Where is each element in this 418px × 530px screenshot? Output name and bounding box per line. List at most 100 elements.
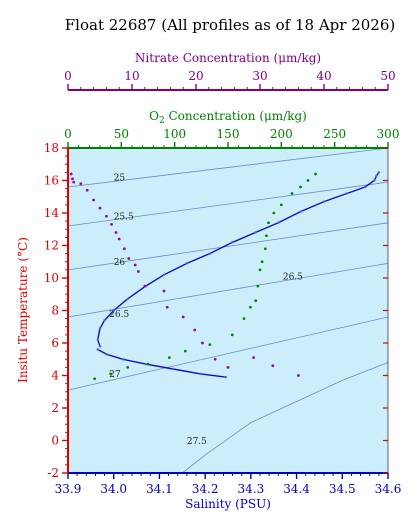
salinity-point — [208, 252, 211, 255]
nitrate-point — [117, 237, 121, 241]
temperature-axis-label: Insitu Temperature (°C) — [16, 237, 30, 383]
salinity-point — [96, 348, 99, 351]
temperature-tick-label: 16 — [44, 174, 59, 188]
salinity-tick-label: 34.0 — [100, 482, 127, 496]
salinity-tick-label: 34.2 — [192, 482, 219, 496]
oxygen-point — [258, 268, 262, 272]
temperature-tick-label: 8 — [51, 304, 59, 318]
oxygen-point — [249, 305, 252, 309]
nitrate-point — [143, 284, 147, 288]
salinity-tick-label: 34.5 — [329, 482, 356, 496]
temperature-tick-label: 4 — [51, 369, 59, 383]
isopycnal-label: 25.5 — [114, 213, 134, 223]
oxygen-point — [126, 365, 130, 369]
oxygen-point — [230, 333, 234, 337]
nitrate-point — [133, 263, 137, 267]
oxygen-tick-label: 200 — [270, 127, 293, 141]
oxygen-point — [267, 221, 270, 225]
isopycnal-label: 27.5 — [187, 437, 207, 447]
nitrate-point — [297, 374, 300, 377]
nitrate-tick-label: 10 — [124, 69, 139, 83]
salinity-point — [277, 221, 280, 224]
salinity-point — [96, 338, 99, 341]
nitrate-point — [226, 365, 230, 369]
temperature-tick-label: 14 — [44, 206, 60, 220]
salinity-point — [345, 192, 349, 195]
nitrate-point — [114, 231, 118, 234]
isopycnal-line — [68, 222, 388, 271]
temperature-tick-label: 18 — [44, 141, 59, 155]
salinity-point — [199, 372, 202, 376]
isopycnal-label: 27 — [109, 370, 121, 380]
nitrate-point — [127, 257, 131, 260]
nitrate-point — [201, 341, 204, 345]
oxygen-tick-label: 100 — [163, 127, 186, 141]
isopycnal-line — [182, 362, 388, 473]
salinity-axis-label: Salinity (PSU) — [185, 497, 271, 511]
salinity-point — [103, 319, 106, 322]
temperature-tick-label: -2 — [47, 466, 59, 480]
salinity-profile-line — [96, 171, 380, 347]
salinity-point — [375, 174, 378, 177]
oxygen-point — [146, 362, 150, 366]
salinity-point — [98, 327, 102, 330]
oxygen-point — [93, 377, 97, 381]
oxygen-point — [242, 317, 246, 321]
nitrate-point — [193, 328, 197, 332]
temperature-axis: -2 0 2 4 6 8 10 12 14 16 18 Insitu Temperature (°C… — [16, 141, 69, 480]
salinity-point — [171, 367, 175, 371]
salinity-tick-label: 34.6 — [375, 482, 402, 496]
isopycnal-labels: 25 25.5 26 26.5 26.5 27 27.5 — [109, 174, 303, 447]
nitrate-axis-label: Nitrate Concentration (μm/kg) — [135, 51, 321, 65]
oxygen-point — [272, 211, 276, 215]
nitrate-point — [181, 315, 185, 319]
salinity-point — [254, 231, 257, 234]
salinity-point — [231, 241, 234, 244]
oxygen-point — [314, 172, 317, 176]
nitrate-tick-label: 0 — [64, 69, 72, 83]
temperature-tick-label: 0 — [51, 434, 59, 448]
oxygen-axis: 0 50 100 150 200 250 300 O2 Concentration (μm/… — [64, 109, 400, 149]
isopycnal-label: 26.5 — [109, 310, 129, 320]
oxygen-point — [254, 299, 258, 303]
salinity-point — [299, 210, 303, 213]
oxygen-point — [265, 234, 268, 238]
nitrate-point — [71, 177, 74, 181]
salinity-point — [322, 200, 326, 203]
isopycnal-line — [68, 263, 388, 318]
nitrate-tick-label: 50 — [380, 69, 395, 83]
isopycnal-label: 26 — [114, 258, 126, 268]
oxygen-tick-label: 300 — [377, 127, 400, 141]
salinity-point — [126, 297, 129, 301]
salinity-tick-label: 33.9 — [55, 482, 82, 496]
salinity-point — [162, 273, 166, 276]
oxygen-point — [167, 356, 171, 360]
isopycnal-line — [68, 148, 388, 188]
salinity-point — [144, 362, 147, 366]
oxygen-point — [183, 349, 187, 353]
oxygen-point — [290, 192, 294, 195]
isopycnal-line — [68, 181, 388, 227]
nitrate-point — [137, 270, 140, 273]
nitrate-point — [122, 247, 126, 251]
salinity-point — [363, 185, 367, 189]
oxygen-tick-label: 0 — [64, 127, 72, 141]
nitrate-point — [165, 305, 169, 309]
isopycnal-lines — [68, 148, 388, 473]
nitrate-point — [271, 364, 275, 368]
oxygen-point — [263, 247, 267, 251]
data-series — [69, 171, 381, 381]
salinity-point — [185, 262, 189, 265]
temperature-tick-label: 10 — [44, 271, 59, 285]
oxygen-point — [279, 203, 283, 207]
salinity-point — [377, 171, 381, 174]
oxygen-tick-label: 150 — [217, 127, 240, 141]
temperature-tick-label: 2 — [51, 401, 59, 415]
nitrate-point — [162, 289, 166, 293]
oxygen-point — [260, 260, 264, 264]
isopycnal-label: 26.5 — [283, 273, 303, 283]
nitrate-point — [98, 206, 102, 210]
nitrate-point — [72, 180, 76, 184]
oxygen-tick-label: 50 — [114, 127, 129, 141]
